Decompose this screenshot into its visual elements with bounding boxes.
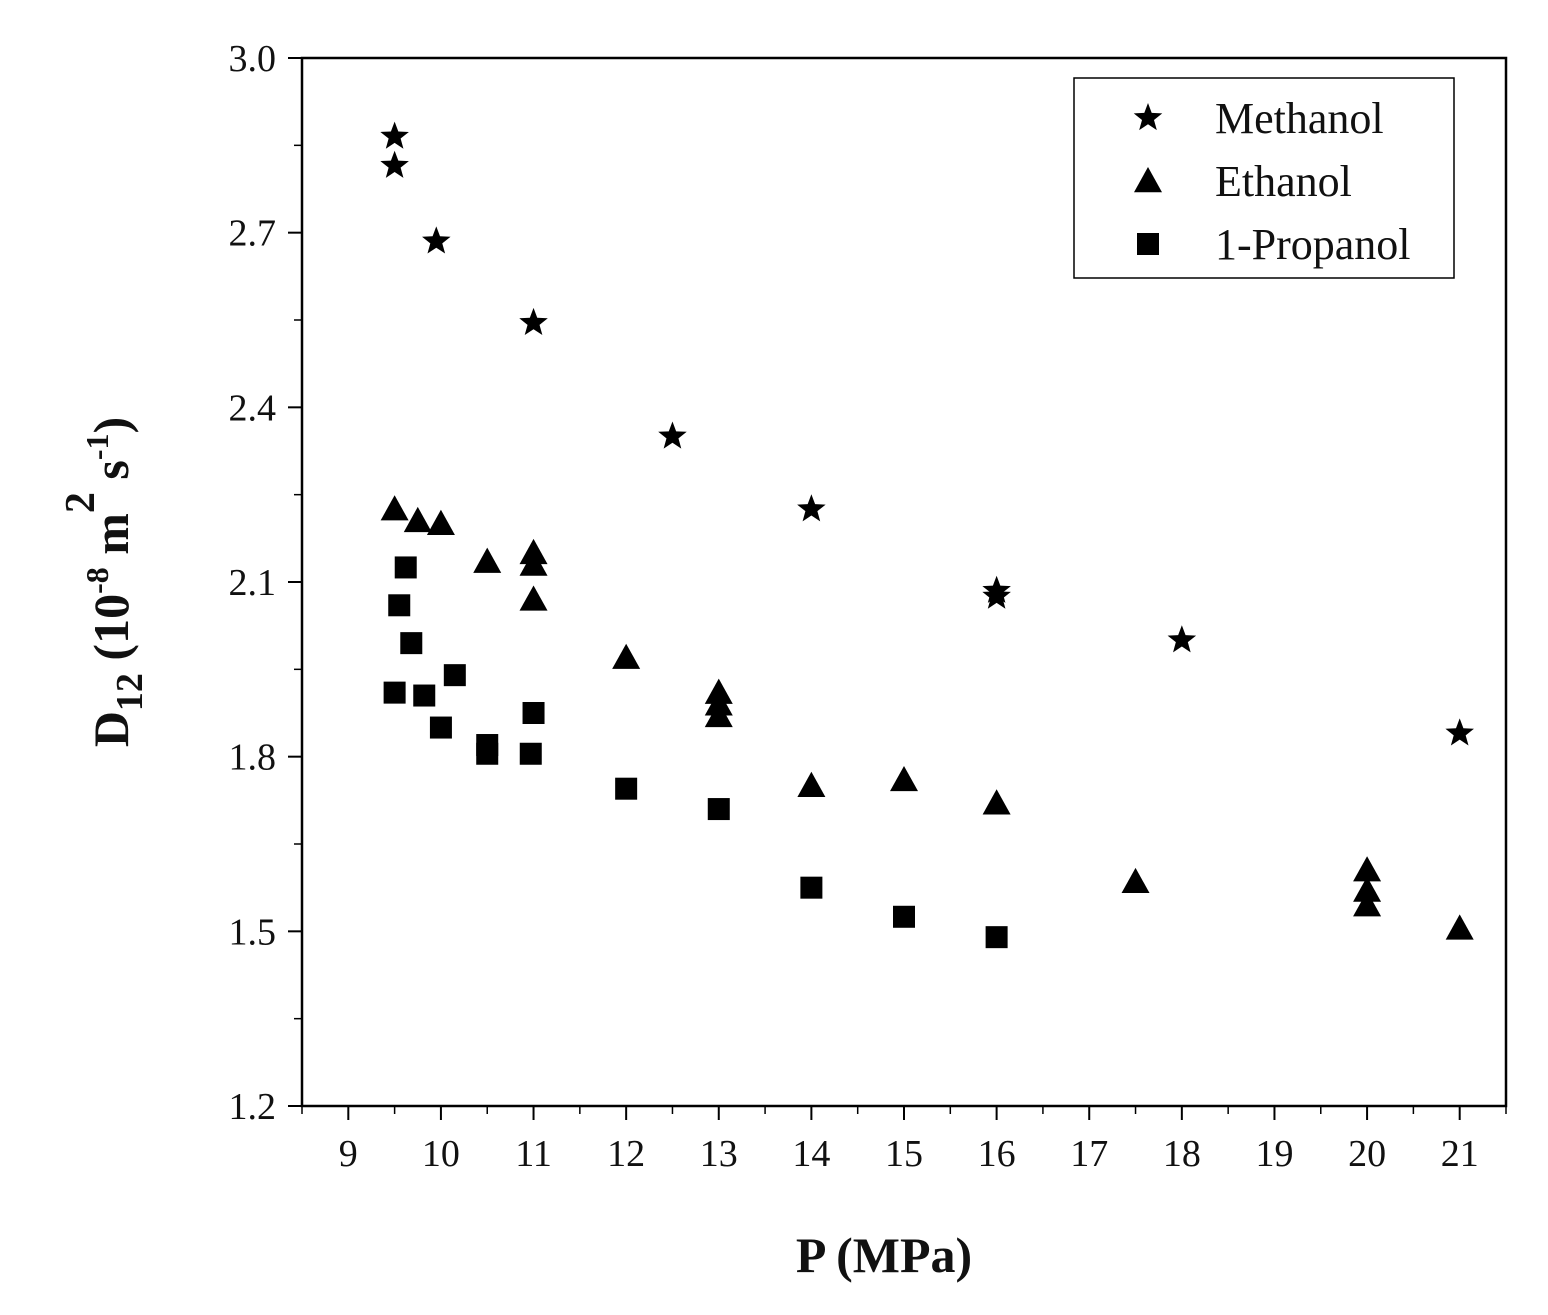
y-axis-title-exponent-2: 2 xyxy=(58,492,104,513)
ethanol-point xyxy=(519,550,548,576)
x-tick-label: 14 xyxy=(792,1133,830,1175)
x-tick-label: 11 xyxy=(515,1133,552,1175)
ethanol-point xyxy=(797,771,826,797)
x-axis-ticks: 9 10 11 12 13 14 15 16 17 18 19 20 21 xyxy=(301,1106,1507,1175)
y-axis-title-open: (10 xyxy=(83,594,139,673)
x-axis-title: P (MPa) xyxy=(796,1227,972,1283)
y-axis-title-subscript: 12 xyxy=(109,673,151,711)
legend-label-1-propanol: 1-Propanol xyxy=(1215,220,1411,269)
1-propanol-point xyxy=(519,742,542,765)
1-propanol-point xyxy=(394,556,417,579)
legend-markers xyxy=(1133,103,1163,255)
ethanol-point xyxy=(426,509,455,535)
x-tick-label: 13 xyxy=(700,1133,738,1175)
ethanol-point xyxy=(473,547,502,573)
legend-label-methanol: Methanol xyxy=(1215,94,1384,143)
legend-marker-methanol xyxy=(1133,103,1163,131)
ethanol-point xyxy=(1353,856,1382,882)
legend-marker-1-propanol xyxy=(1137,233,1159,255)
methanol-point xyxy=(1445,718,1474,746)
methanol-point xyxy=(519,307,548,336)
1-propanol-point xyxy=(388,594,411,617)
y-axis-title-unit-m: m xyxy=(83,513,139,567)
1-propanol-point xyxy=(522,702,545,724)
methanol-point xyxy=(797,494,826,522)
1-propanol-point xyxy=(985,926,1008,949)
ethanol-point xyxy=(1445,914,1474,940)
1-propanol-point xyxy=(413,684,436,707)
methanol-point xyxy=(982,581,1011,609)
ethanol-point xyxy=(1353,876,1382,902)
ethanol-point xyxy=(890,765,918,792)
1-propanol-point xyxy=(400,632,423,655)
1-propanol-point xyxy=(443,664,466,687)
x-tick-label: 15 xyxy=(885,1133,923,1175)
1-propanol-point xyxy=(615,777,638,800)
1-propanol-point xyxy=(476,742,499,765)
ethanol-point xyxy=(380,495,409,521)
methanol-point xyxy=(380,121,409,149)
y-axis-title-unit-s: s xyxy=(83,460,139,492)
y-tick-label: 1.5 xyxy=(229,911,277,953)
x-tick-label: 10 xyxy=(422,1133,460,1175)
x-tick-label: 16 xyxy=(978,1133,1016,1175)
ethanol-point xyxy=(1121,867,1150,894)
y-axis-title-symbol: D xyxy=(83,711,139,747)
data-points xyxy=(380,121,1474,949)
x-tick-label: 9 xyxy=(339,1133,358,1175)
ethanol-point xyxy=(982,789,1011,815)
1-propanol-point xyxy=(893,905,915,928)
y-tick-label: 3.0 xyxy=(229,38,277,80)
x-tick-label: 17 xyxy=(1070,1133,1108,1175)
legend-label-ethanol: Ethanol xyxy=(1215,157,1352,206)
y-axis-title-exponent-1: -8 xyxy=(79,567,115,594)
methanol-point xyxy=(1167,625,1197,653)
y-axis-title-exponent-3: -1 xyxy=(79,433,115,460)
ethanol-point xyxy=(519,585,548,611)
y-tick-label: 1.2 xyxy=(229,1086,277,1128)
y-axis-ticks: 1.2 1.5 1.8 2.1 2.4 2.7 3.0 xyxy=(229,38,302,1128)
methanol-point xyxy=(658,421,687,449)
y-tick-label: 2.1 xyxy=(229,562,277,604)
y-tick-label: 1.8 xyxy=(229,737,277,779)
x-tick-label: 21 xyxy=(1441,1133,1479,1175)
x-tick-label: 12 xyxy=(607,1133,645,1175)
y-axis-title: D12 (10-8 m2 s-1) xyxy=(58,417,151,747)
x-tick-label: 18 xyxy=(1163,1133,1201,1175)
ethanol-point xyxy=(704,701,733,728)
x-tick-label: 19 xyxy=(1255,1133,1293,1175)
methanol-point xyxy=(422,226,451,254)
y-tick-label: 2.4 xyxy=(229,387,277,429)
y-tick-label: 2.7 xyxy=(229,213,277,255)
chart-legend: Methanol Ethanol 1-Propanol xyxy=(1073,77,1455,279)
y-axis-title-close: ) xyxy=(83,417,139,434)
legend-marker-ethanol xyxy=(1134,167,1162,193)
x-tick-label: 20 xyxy=(1348,1133,1386,1175)
methanol-point xyxy=(380,150,409,178)
1-propanol-point xyxy=(429,716,452,739)
1-propanol-point xyxy=(383,681,406,704)
1-propanol-point xyxy=(800,876,823,899)
1-propanol-point xyxy=(707,798,730,821)
ethanol-point xyxy=(1353,891,1382,917)
ethanol-point xyxy=(403,506,432,533)
ethanol-point xyxy=(612,643,641,669)
